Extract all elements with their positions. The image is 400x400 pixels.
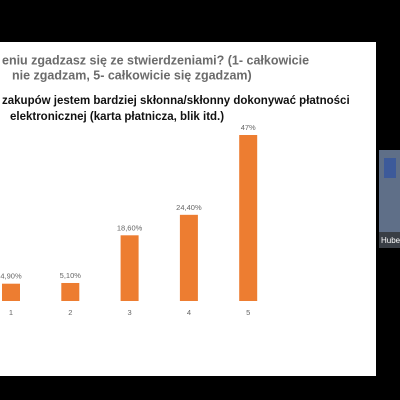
data-label: 4,90% <box>0 272 22 281</box>
x-tick-label: 3 <box>128 308 132 317</box>
data-label: 24,40% <box>176 203 202 212</box>
chart-subtitle: zakupów jestem bardziej skłonna/skłonny … <box>2 95 350 107</box>
bar <box>120 235 139 301</box>
name-bar <box>379 232 400 248</box>
bar <box>2 283 20 301</box>
x-tick-label: 2 <box>68 308 72 317</box>
chart: 4,90% 1 5,10% 2 18,60% 3 24,40% 4 47% 5 <box>0 123 258 317</box>
participant-tile[interactable]: Hube <box>379 150 400 248</box>
data-label: 18,60% <box>117 223 143 232</box>
participant-name: Hube <box>381 236 400 245</box>
x-tick-label: 5 <box>246 308 250 317</box>
bar <box>179 214 198 301</box>
video-content <box>384 158 396 178</box>
x-tick-label: 1 <box>9 308 13 317</box>
slide-title: eniu zgadzasz się ze stwierdzeniami? (1-… <box>2 53 309 67</box>
x-tick-label: 4 <box>187 308 191 317</box>
bar <box>239 135 258 301</box>
bar <box>61 282 80 301</box>
slide-title: nie zgadzam, 5- całkowicie się zgadzam) <box>12 68 252 82</box>
data-label: 47% <box>241 123 256 132</box>
chart-subtitle: elektronicznej (karta płatnicza, blik it… <box>10 111 224 123</box>
data-label: 5,10% <box>60 271 82 280</box>
slide <box>0 42 376 376</box>
